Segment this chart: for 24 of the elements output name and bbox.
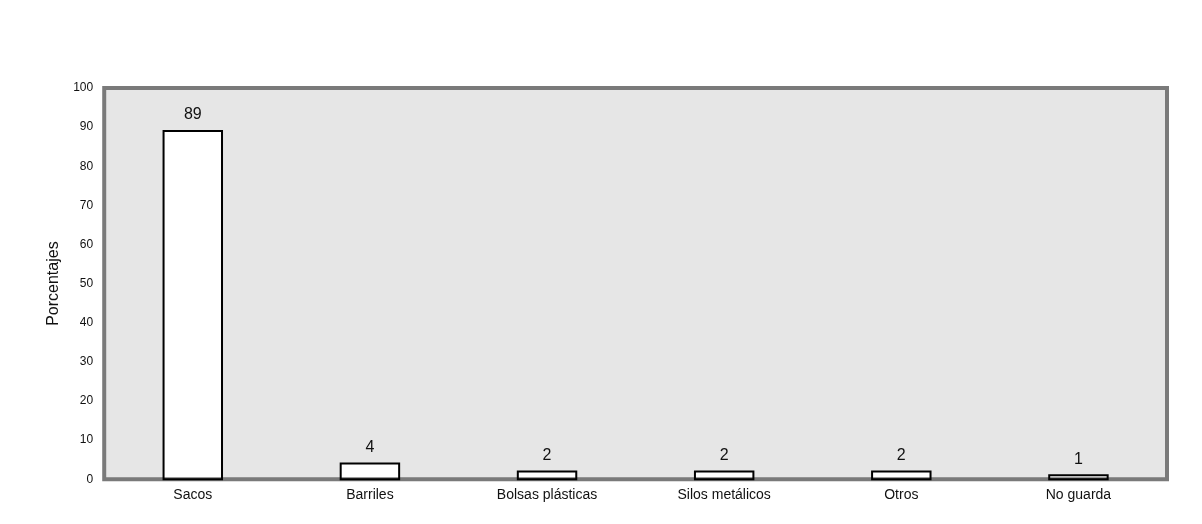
x-tick-label: Silos metálicos [677,486,771,503]
data-label: 2 [896,445,906,463]
x-tick-label: Barriles [346,486,394,503]
y-tick-label: 20 [79,393,94,408]
y-tick-label: 30 [79,354,94,369]
y-tick-label: 10 [79,432,94,447]
data-label: 89 [183,105,202,123]
y-tick-label: 80 [79,158,94,173]
y-tick-label: 100 [73,80,94,95]
y-tick-label: 90 [79,119,94,134]
data-label: 2 [719,445,729,463]
x-tick-label: Bolsas plásticas [496,486,598,503]
y-tick-label: 0 [86,471,94,486]
data-label: 2 [542,445,552,463]
data-label: 4 [365,437,375,455]
x-tick-label: Otros [884,486,919,503]
y-tick-label: 60 [79,236,94,251]
data-label: 1 [1073,449,1083,467]
y-tick-label: 70 [79,197,94,212]
y-axis-title: Porcentajes [44,241,62,326]
x-tick-label: No guarda [1045,486,1112,503]
y-tick-label: 50 [79,275,94,290]
y-tick-label: 40 [79,315,94,330]
x-tick-label: Sacos [173,486,213,503]
